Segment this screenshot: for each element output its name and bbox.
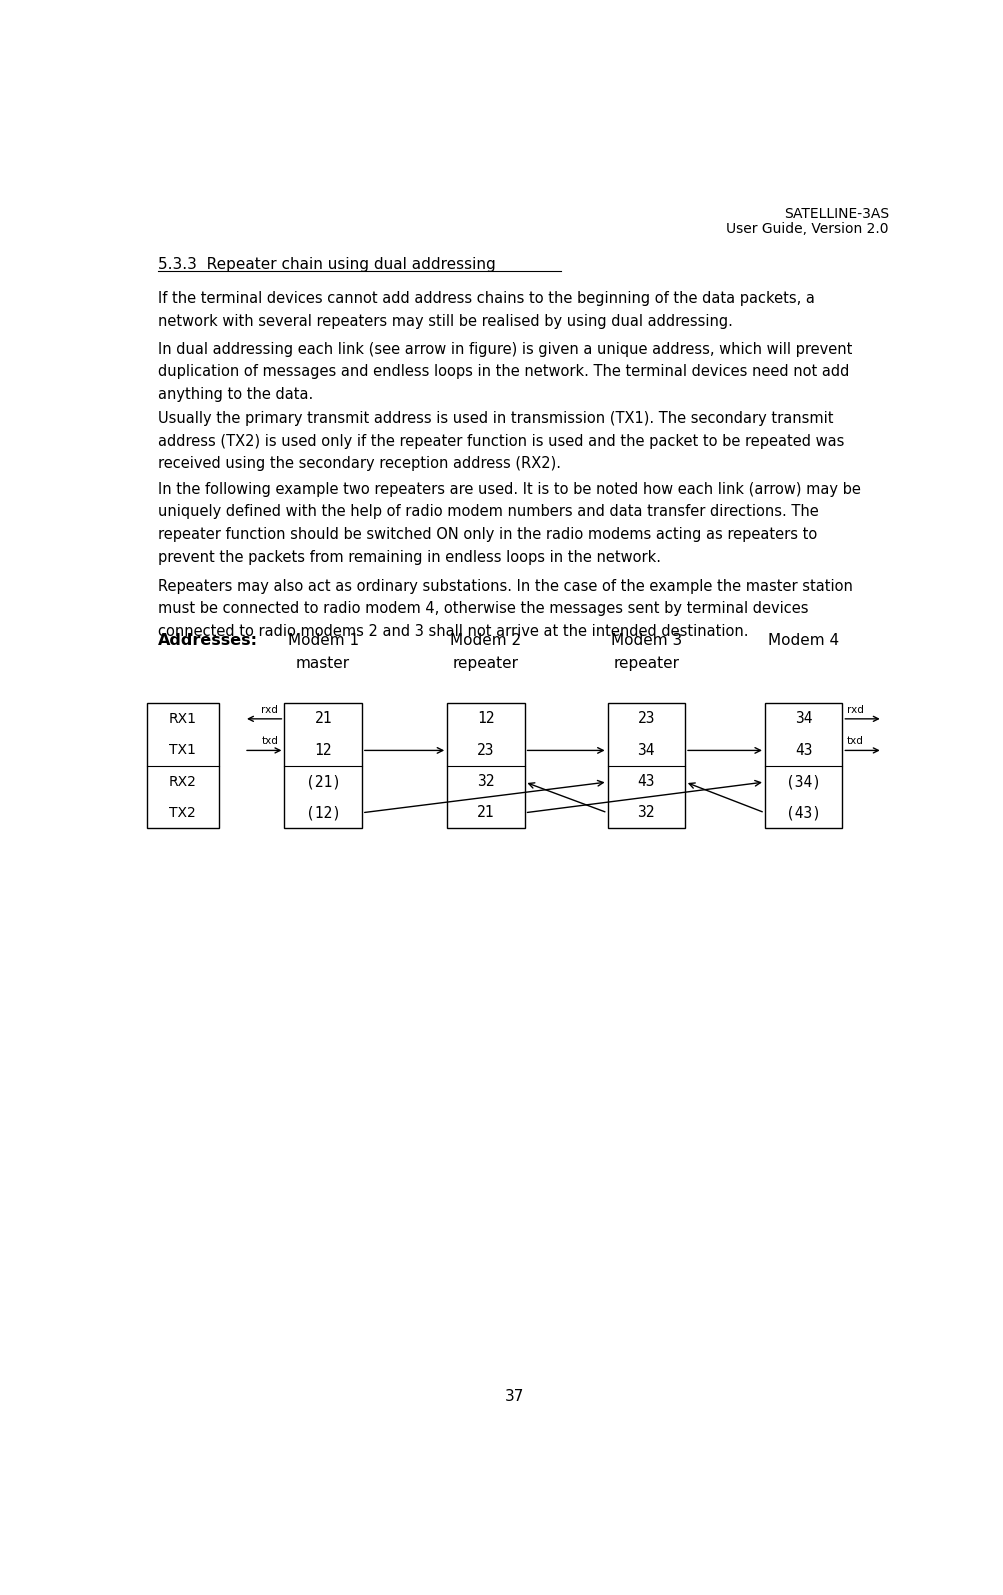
Text: Repeaters may also act as ordinary substations. In the case of the example the m: Repeaters may also act as ordinary subst… bbox=[157, 579, 853, 593]
Text: In dual addressing each link (see arrow in figure) is given a unique address, wh: In dual addressing each link (see arrow … bbox=[157, 341, 852, 357]
Text: anything to the data.: anything to the data. bbox=[157, 388, 313, 402]
Text: Modem 2: Modem 2 bbox=[450, 633, 521, 648]
Text: 43: 43 bbox=[637, 775, 654, 790]
Text: 32: 32 bbox=[476, 775, 494, 790]
Text: txd: txd bbox=[261, 737, 278, 746]
Text: repeater: repeater bbox=[613, 656, 679, 671]
Bar bbox=[764, 703, 842, 828]
Text: In the following example two repeaters are used. It is to be noted how each link: In the following example two repeaters a… bbox=[157, 482, 860, 496]
Text: Usually the primary transmit address is used in transmission (TX1). The secondar: Usually the primary transmit address is … bbox=[157, 412, 832, 426]
Text: RX1: RX1 bbox=[169, 711, 197, 726]
Text: 32: 32 bbox=[637, 805, 654, 820]
Text: If the terminal devices cannot add address chains to the beginning of the data p: If the terminal devices cannot add addre… bbox=[157, 292, 814, 306]
Text: 23: 23 bbox=[637, 711, 654, 726]
Text: 21: 21 bbox=[314, 711, 332, 726]
Text: 43: 43 bbox=[794, 743, 811, 758]
Text: connected to radio modems 2 and 3 shall not arrive at the intended destination.: connected to radio modems 2 and 3 shall … bbox=[157, 624, 748, 640]
Text: SATELLINE-3AS: SATELLINE-3AS bbox=[783, 207, 888, 220]
Bar bbox=[147, 703, 219, 828]
Text: RX2: RX2 bbox=[169, 775, 197, 790]
Text: Modem 1: Modem 1 bbox=[287, 633, 358, 648]
Text: TX1: TX1 bbox=[170, 743, 197, 758]
Text: network with several repeaters may still be realised by using dual addressing.: network with several repeaters may still… bbox=[157, 314, 732, 329]
Text: 34: 34 bbox=[794, 711, 811, 726]
Text: uniquely defined with the help of radio modem numbers and data transfer directio: uniquely defined with the help of radio … bbox=[157, 504, 818, 520]
Text: rxd: rxd bbox=[261, 705, 278, 715]
Text: 37: 37 bbox=[505, 1389, 524, 1404]
Text: duplication of messages and endless loops in the network. The terminal devices n: duplication of messages and endless loop… bbox=[157, 364, 849, 380]
Bar bbox=[446, 703, 525, 828]
Bar bbox=[284, 703, 361, 828]
Bar bbox=[607, 703, 684, 828]
Text: (21): (21) bbox=[305, 775, 340, 790]
Text: 5.3.3  Repeater chain using dual addressing: 5.3.3 Repeater chain using dual addressi… bbox=[157, 257, 495, 271]
Text: 34: 34 bbox=[637, 743, 654, 758]
Text: TX2: TX2 bbox=[170, 805, 196, 820]
Text: (34): (34) bbox=[785, 775, 820, 790]
Text: must be connected to radio modem 4, otherwise the messages sent by terminal devi: must be connected to radio modem 4, othe… bbox=[157, 601, 807, 616]
Text: repeater function should be switched ON only in the radio modems acting as repea: repeater function should be switched ON … bbox=[157, 526, 816, 542]
Text: 23: 23 bbox=[476, 743, 494, 758]
Text: received using the secondary reception address (RX2).: received using the secondary reception a… bbox=[157, 456, 561, 471]
Text: (12): (12) bbox=[305, 805, 340, 820]
Text: (43): (43) bbox=[785, 805, 820, 820]
Text: User Guide, Version 2.0: User Guide, Version 2.0 bbox=[725, 222, 888, 236]
Text: txd: txd bbox=[847, 737, 863, 746]
Text: 12: 12 bbox=[314, 743, 332, 758]
Text: repeater: repeater bbox=[452, 656, 519, 671]
Text: address (TX2) is used only if the repeater function is used and the packet to be: address (TX2) is used only if the repeat… bbox=[157, 434, 844, 448]
Text: Modem 4: Modem 4 bbox=[767, 633, 839, 648]
Text: master: master bbox=[296, 656, 350, 671]
Text: 12: 12 bbox=[476, 711, 494, 726]
Text: Modem 3: Modem 3 bbox=[610, 633, 681, 648]
Text: prevent the packets from remaining in endless loops in the network.: prevent the packets from remaining in en… bbox=[157, 550, 660, 565]
Text: Addresses:: Addresses: bbox=[157, 633, 258, 648]
Text: rxd: rxd bbox=[847, 705, 863, 715]
Text: 21: 21 bbox=[476, 805, 494, 820]
